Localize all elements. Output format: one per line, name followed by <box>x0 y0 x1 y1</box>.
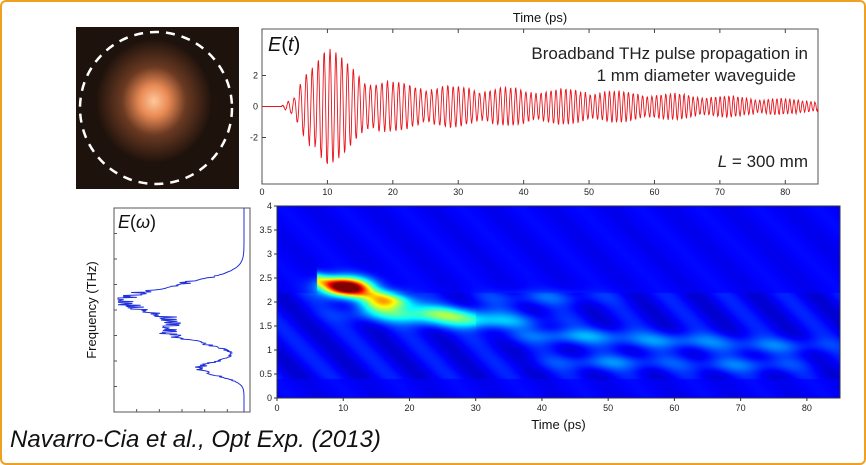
y-axis-label: Frequency (THz) <box>84 261 99 359</box>
x-tick-label: 30 <box>471 403 481 413</box>
x-tick-label: 40 <box>537 403 547 413</box>
y-tick-label: 2.5 <box>259 273 272 283</box>
spectrogram-heatmap <box>277 206 840 398</box>
x-tick-label: 30 <box>453 187 463 197</box>
y-axis-label-italic: E(t) <box>268 34 300 56</box>
x-tick-label: 10 <box>338 403 348 413</box>
plot-area <box>113 207 251 413</box>
x-tick-label: 60 <box>649 187 659 197</box>
y-tick-label: 1 <box>267 345 272 355</box>
y-tick-label: 0 <box>253 102 258 112</box>
x-tick-label: 10 <box>322 187 332 197</box>
plot-border <box>276 205 841 399</box>
y-tick-label: 2 <box>253 71 258 81</box>
y-tick-label: 1.5 <box>259 321 272 331</box>
spectrum-line <box>117 208 245 412</box>
y-tick-label: -2 <box>250 133 258 143</box>
beam-profile-image <box>76 27 239 189</box>
x-tick-label: 70 <box>736 403 746 413</box>
x-tick-label: 0 <box>274 403 279 413</box>
x-tick-label: 20 <box>388 187 398 197</box>
waveform-line <box>262 48 819 164</box>
x-tick-label: 50 <box>603 403 613 413</box>
x-tick-label: 80 <box>802 403 812 413</box>
x-tick-label: 0 <box>259 187 264 197</box>
length-annotation: L = 300 mm <box>718 152 808 171</box>
x-axis-label: Time (ps) <box>513 10 567 25</box>
y-tick-label: 0 <box>267 393 272 403</box>
y-tick-label: 4 <box>267 202 272 211</box>
x-tick-label: 60 <box>669 403 679 413</box>
spectrogram-axes: 0 10 20 30 40 50 60 70 80 0 0.5 1 1.5 2 2.5 3 3.5 4 Time (… <box>259 202 841 432</box>
y-tick-label: 0.5 <box>259 369 272 379</box>
dashed-ring <box>78 30 234 186</box>
citation: Navarro-Cia et al., Opt Exp. (2013) <box>10 426 381 453</box>
x-tick-label: 80 <box>780 187 790 197</box>
spectrogram-wrapper: 0 10 20 30 40 50 60 70 80 0 0.5 1 1.5 2 2.5 3 3.5 4 Time (… <box>242 202 842 442</box>
x-tick-label: 70 <box>715 187 725 197</box>
chart-title-line-2: 1 mm diameter waveguide <box>597 66 796 85</box>
spectrum-chart: E(ω) Frequency (THz) <box>84 207 251 413</box>
y-tick-label: 2 <box>267 297 272 307</box>
x-tick-label: 40 <box>519 187 529 197</box>
x-tick-label: 20 <box>404 403 414 413</box>
chart-title-line-1: Broadband THz pulse propagation in <box>531 44 808 63</box>
y-tick-label: 3.5 <box>259 225 272 235</box>
y-axis-label-italic: E(ω) <box>118 212 156 232</box>
x-axis-label: Time (ps) <box>531 417 585 432</box>
y-tick-label: 3 <box>267 249 272 259</box>
x-tick-label: 50 <box>584 187 594 197</box>
